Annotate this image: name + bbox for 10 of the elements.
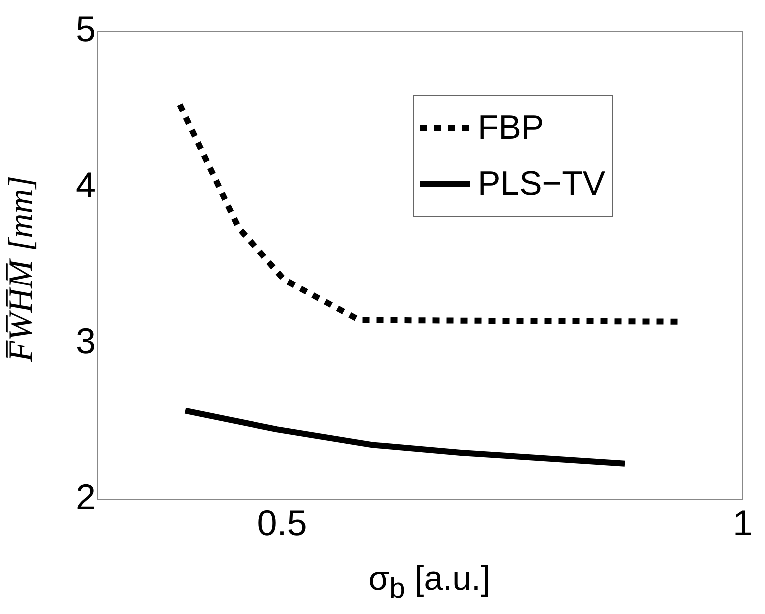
legend-label: PLS−TV (478, 164, 606, 205)
legend-label: FBP (478, 108, 544, 149)
x-axis-title: σ$_{b}$ [a.u.] (368, 560, 492, 606)
x-tick-label: 0.5 (257, 502, 308, 544)
y-tick-label: 4 (76, 164, 96, 206)
y-tick-label: 5 (76, 8, 96, 50)
x-tick-label: 1 (732, 502, 754, 544)
y-axis-title: F̅W̅H̅M̅ [mm] (3, 174, 41, 364)
y-tick-label: 3 (76, 320, 96, 362)
y-tick-label: 2 (76, 476, 96, 518)
